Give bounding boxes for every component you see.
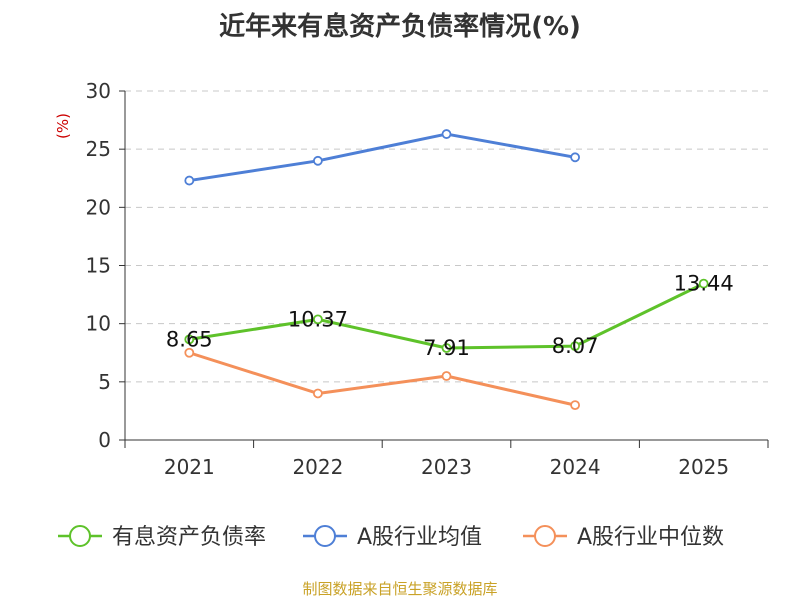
legend: 有息资产负债率 A股行业均值 A股行业中位数 bbox=[58, 525, 724, 550]
x-tick-label-2022: 2022 bbox=[292, 455, 343, 479]
legend-label-2: A股行业中位数 bbox=[577, 525, 724, 550]
series-line-1 bbox=[189, 132, 576, 183]
legend-label-1: A股行业均值 bbox=[357, 525, 482, 550]
series-layer bbox=[184, 129, 709, 411]
y-tick-label-20: 20 bbox=[86, 195, 111, 219]
series-0-point-2023 bbox=[441, 343, 452, 353]
legend-marker-0 bbox=[69, 525, 91, 547]
y-tick-label-30: 30 bbox=[86, 79, 111, 103]
series-line-2 bbox=[188, 351, 576, 407]
series-0-point-2022 bbox=[312, 314, 323, 325]
chart-title: 近年来有息资产负债率情况(%) bbox=[219, 12, 581, 42]
y-tick-label-10: 10 bbox=[86, 312, 111, 336]
x-tick-label-2024: 2024 bbox=[550, 455, 601, 479]
x-tick-label-2023: 2023 bbox=[421, 455, 472, 479]
data-label-2021: 8.65 bbox=[166, 327, 213, 351]
y-tick-label-25: 25 bbox=[86, 137, 111, 161]
series-2-point-2023 bbox=[441, 371, 452, 381]
series-2-point-2024 bbox=[570, 400, 580, 411]
y-tick-label-0: 0 bbox=[98, 428, 111, 452]
y-axis-label: (%) bbox=[54, 113, 72, 139]
x-tick-label-2021: 2021 bbox=[164, 455, 215, 479]
y-tick-label-15: 15 bbox=[86, 254, 111, 278]
series-1-point-2022 bbox=[312, 155, 323, 166]
source-note: 制图数据来自恒生聚源数据库 bbox=[302, 580, 498, 598]
legend-marker-2 bbox=[534, 525, 556, 547]
data-label-2022: 10.37 bbox=[288, 307, 348, 331]
series-1-point-2023 bbox=[441, 129, 452, 139]
data-label-layer: 8.65 10.37 7.91 8.07 13.44 bbox=[166, 272, 734, 360]
series-0-point-2025 bbox=[698, 278, 709, 289]
x-tick-label-2025: 2025 bbox=[678, 455, 729, 479]
grid-layer bbox=[125, 90, 768, 383]
legend-label-0: 有息资产负债率 bbox=[112, 525, 266, 550]
data-label-2025: 13.44 bbox=[674, 272, 734, 296]
data-label-2024: 8.07 bbox=[552, 334, 599, 358]
series-1-point-2024 bbox=[570, 152, 580, 163]
series-0-point-2024 bbox=[570, 341, 580, 352]
series-1-point-2021 bbox=[184, 175, 195, 186]
data-label-2023: 7.91 bbox=[423, 336, 470, 360]
series-2-point-2022 bbox=[312, 388, 323, 399]
legend-marker-1 bbox=[314, 525, 336, 547]
series-2-point-2021 bbox=[184, 347, 195, 358]
series-0-point-2021 bbox=[184, 334, 195, 345]
y-tick-label-5: 5 bbox=[98, 370, 111, 394]
